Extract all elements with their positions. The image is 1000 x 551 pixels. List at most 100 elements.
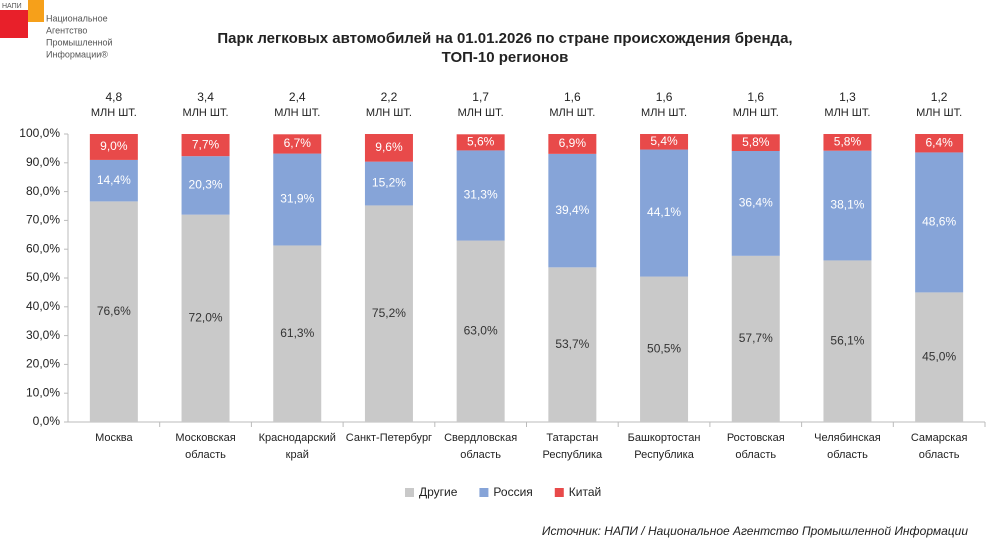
data-label: 36,4% xyxy=(739,196,773,210)
y-tick-label: 40,0% xyxy=(26,299,60,313)
data-label: 50,5% xyxy=(647,341,681,355)
total-unit: МЛН ШТ. xyxy=(641,107,687,119)
data-label: 6,7% xyxy=(284,136,312,150)
data-label: 63,0% xyxy=(464,323,498,337)
total-label: 1,7 xyxy=(472,90,489,104)
data-label: 20,3% xyxy=(189,178,223,192)
total-label: 1,3 xyxy=(839,90,856,104)
legend-label: Другие xyxy=(419,485,458,499)
bar-segment xyxy=(456,240,505,422)
bar-segment xyxy=(181,156,230,215)
source: Источник: НАПИ / Национальное Агентство … xyxy=(542,524,968,538)
total-label: 1,2 xyxy=(931,90,948,104)
bar-segment xyxy=(548,134,597,154)
total-label: 1,6 xyxy=(656,90,673,104)
bar-segment xyxy=(731,150,780,256)
x-tick-label: Башкортостан xyxy=(628,432,701,444)
data-label: 48,6% xyxy=(922,215,956,229)
total-unit: МЛН ШТ. xyxy=(733,107,779,119)
total-unit: МЛН ШТ. xyxy=(274,107,320,119)
x-tick-label: область xyxy=(185,449,226,461)
bar-segment xyxy=(915,134,964,153)
bar-segment xyxy=(273,153,322,246)
total-label: 2,4 xyxy=(289,90,306,104)
total-unit: МЛН ШТ. xyxy=(916,107,962,119)
data-label: 5,8% xyxy=(742,135,770,149)
total-unit: МЛН ШТ. xyxy=(824,107,870,119)
bar-segment xyxy=(364,134,413,162)
chart-title: Парк легковых автомобилей на 01.01.2026 … xyxy=(217,30,792,47)
data-label: 45,0% xyxy=(922,349,956,363)
y-tick-label: 60,0% xyxy=(26,241,60,255)
total-label: 2,2 xyxy=(381,90,398,104)
data-label: 31,9% xyxy=(280,192,314,206)
data-label: 5,6% xyxy=(467,135,495,149)
x-tick-label: Санкт-Петербург xyxy=(346,432,432,444)
y-tick-label: 10,0% xyxy=(26,385,60,399)
total-unit: МЛН ШТ. xyxy=(91,107,137,119)
total-label: 1,6 xyxy=(747,90,764,104)
bar-segment xyxy=(823,134,872,151)
bar-segment xyxy=(640,276,689,422)
legend-swatch xyxy=(405,488,414,497)
y-tick-label: 80,0% xyxy=(26,184,60,198)
x-tick-label: область xyxy=(735,449,776,461)
data-label: 75,2% xyxy=(372,306,406,320)
y-tick-label: 70,0% xyxy=(26,213,60,227)
data-label: 61,3% xyxy=(280,326,314,340)
bar-segment xyxy=(364,205,413,422)
total-label: 1,6 xyxy=(564,90,581,104)
data-label: 7,7% xyxy=(192,137,220,151)
bar-segment xyxy=(89,201,138,422)
data-label: 6,4% xyxy=(925,135,953,149)
y-tick-label: 50,0% xyxy=(26,270,60,284)
data-label: 9,0% xyxy=(100,139,128,153)
legend-swatch xyxy=(554,488,564,497)
x-tick-label: Московская xyxy=(175,432,235,444)
bar-segment xyxy=(915,152,964,293)
data-label: 56,1% xyxy=(830,333,864,347)
total-unit: МЛН ШТ. xyxy=(458,107,504,119)
data-label: 72,0% xyxy=(189,310,223,324)
x-tick-label: Москва xyxy=(95,432,133,444)
total-label: 3,4 xyxy=(197,90,214,104)
bar-segment xyxy=(89,134,138,160)
logo-text: Информации® xyxy=(46,49,108,59)
total-label: 4,8 xyxy=(106,90,123,104)
x-tick-label: Республика xyxy=(634,449,694,461)
bar-segment xyxy=(548,153,597,268)
y-tick-label: 20,0% xyxy=(26,357,60,371)
bar-segment xyxy=(640,134,689,150)
y-tick-label: 0,0% xyxy=(33,414,61,428)
x-tick-label: Краснодарский xyxy=(259,432,336,444)
data-label: 9,6% xyxy=(375,140,403,154)
legend-label: Китай xyxy=(569,485,601,499)
total-unit: МЛН ШТ. xyxy=(549,107,595,119)
logo-text: Национальное xyxy=(46,13,108,23)
legend-label: Россия xyxy=(493,485,532,499)
logo-square xyxy=(0,10,28,38)
bar-segment xyxy=(89,159,138,202)
data-label: 5,8% xyxy=(834,135,862,149)
x-tick-label: область xyxy=(827,449,868,461)
logo-text: Промышленной xyxy=(46,37,113,47)
data-label: 44,1% xyxy=(647,205,681,219)
bar-segment xyxy=(456,134,505,151)
bar-segment xyxy=(273,245,322,422)
data-label: 14,4% xyxy=(97,173,131,187)
x-tick-label: край xyxy=(286,449,309,461)
bar-segment xyxy=(181,214,230,422)
x-tick-label: Самарская xyxy=(911,432,968,444)
x-tick-label: Челябинская xyxy=(814,432,881,444)
total-unit: МЛН ШТ. xyxy=(183,107,229,119)
x-tick-label: Свердловская xyxy=(444,432,517,444)
x-tick-label: область xyxy=(460,449,501,461)
bar-segment xyxy=(731,134,780,151)
data-label: 5,4% xyxy=(650,134,678,148)
chart-title: ТОП-10 регионов xyxy=(442,49,569,66)
y-tick-label: 30,0% xyxy=(26,328,60,342)
x-tick-label: Татарстан xyxy=(546,432,598,444)
bar-segment xyxy=(915,292,964,422)
bar-segment xyxy=(640,149,689,277)
